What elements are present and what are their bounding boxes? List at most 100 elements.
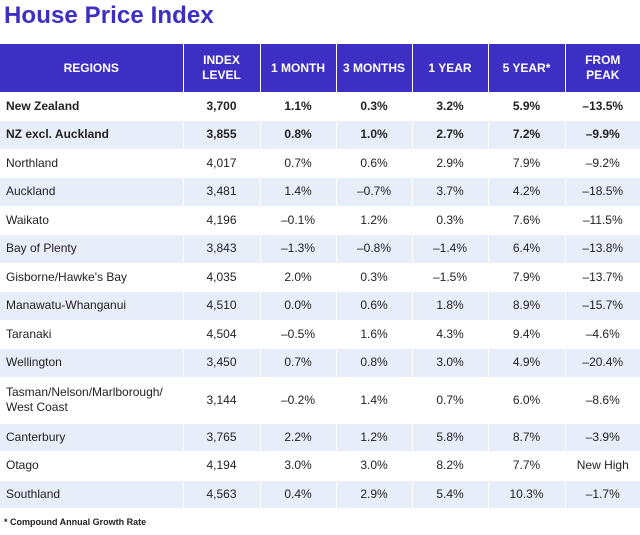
cell-region: Northland xyxy=(0,149,184,178)
cell-index-level: 4,017 xyxy=(183,149,261,178)
table-row: Tasman/Nelson/Marlborough/ West Coast 3,1… xyxy=(0,377,640,424)
table-row: NZ excl. Auckland 3,855 0.8% 1.0% 2.7% 7.2% –9… xyxy=(0,120,640,150)
cell-from-peak: –4.6% xyxy=(565,320,640,349)
cell-from-peak: –13.7% xyxy=(565,263,640,292)
cell-5-year: 7.7% xyxy=(488,451,566,481)
cell-3-months: 1.0% xyxy=(336,120,413,150)
page-title: House Price Index xyxy=(4,2,214,29)
cell-1-year: –1.5% xyxy=(412,263,489,292)
cell-1-month: 0.7% xyxy=(260,149,337,178)
cell-3-months: 3.0% xyxy=(336,451,413,481)
cell-index-level: 3,855 xyxy=(183,120,261,150)
cell-3-months: –0.8% xyxy=(336,234,413,264)
cell-region: Taranaki xyxy=(0,320,184,349)
cell-1-year: 3.2% xyxy=(412,92,489,121)
cell-3-months: 2.9% xyxy=(336,480,413,509)
cell-5-year: 4.9% xyxy=(488,348,566,378)
cell-5-year: 7.9% xyxy=(488,263,566,292)
cell-1-month: 0.0% xyxy=(260,291,337,321)
cell-1-month: 2.0% xyxy=(260,263,337,292)
cell-3-months: 1.6% xyxy=(336,320,413,349)
cell-region: New Zealand xyxy=(0,92,184,121)
header-1-month: 1 MONTH xyxy=(260,44,337,92)
table-row: Bay of Plenty 3,843 –1.3% –0.8% –1.4% 6.4% –13… xyxy=(0,234,640,264)
cell-1-month: –0.2% xyxy=(260,377,337,424)
cell-3-months: 1.2% xyxy=(336,206,413,235)
cell-1-month: 2.2% xyxy=(260,423,337,452)
cell-from-peak: –9.9% xyxy=(565,120,640,150)
cell-from-peak: –1.7% xyxy=(565,480,640,509)
cell-1-year: 1.8% xyxy=(412,291,489,321)
cell-from-peak: –13.8% xyxy=(565,234,640,264)
header-row: REGIONS INDEX LEVEL 1 MONTH 3 MONTHS 1 Y… xyxy=(0,44,640,92)
cell-1-month: 1.1% xyxy=(260,92,337,121)
cell-from-peak: –8.6% xyxy=(565,377,640,424)
table-row: Northland 4,017 0.7% 0.6% 2.9% 7.9% –9.2% xyxy=(0,149,640,178)
cell-5-year: 5.9% xyxy=(488,92,566,121)
table-row: Taranaki 4,504 –0.5% 1.6% 4.3% 9.4% –4.6% xyxy=(0,320,640,349)
header-from-peak: FROM PEAK xyxy=(565,44,640,92)
cell-1-year: 0.7% xyxy=(412,377,489,424)
cell-5-year: 4.2% xyxy=(488,177,566,207)
cell-region: Bay of Plenty xyxy=(0,234,184,264)
cell-from-peak: –11.5% xyxy=(565,206,640,235)
header-5-year: 5 YEAR* xyxy=(488,44,566,92)
house-price-table: REGIONS INDEX LEVEL 1 MONTH 3 MONTHS 1 Y… xyxy=(0,44,640,509)
cell-index-level: 4,196 xyxy=(183,206,261,235)
cell-5-year: 8.7% xyxy=(488,423,566,452)
cell-region: Southland xyxy=(0,480,184,509)
table-row: Auckland 3,481 1.4% –0.7% 3.7% 4.2% –18.5% xyxy=(0,177,640,207)
cell-index-level: 4,510 xyxy=(183,291,261,321)
table-row: Manawatu-Whanganui 4,510 0.0% 0.6% 1.8% 8.9% –… xyxy=(0,291,640,321)
cell-1-month: –0.1% xyxy=(260,206,337,235)
cell-region: Wellington xyxy=(0,348,184,378)
header-3-months: 3 MONTHS xyxy=(336,44,413,92)
cell-3-months: 0.3% xyxy=(336,92,413,121)
cell-index-level: 3,700 xyxy=(183,92,261,121)
table-row: New Zealand 3,700 1.1% 0.3% 3.2% 5.9% –13.5% xyxy=(0,92,640,121)
header-index-level: INDEX LEVEL xyxy=(183,44,261,92)
cell-region: Auckland xyxy=(0,177,184,207)
cell-1-month: 1.4% xyxy=(260,177,337,207)
cell-3-months: 0.6% xyxy=(336,291,413,321)
cell-index-level: 4,563 xyxy=(183,480,261,509)
cell-index-level: 3,144 xyxy=(183,377,261,424)
cell-1-month: 0.4% xyxy=(260,480,337,509)
cell-1-year: –1.4% xyxy=(412,234,489,264)
cell-index-level: 3,765 xyxy=(183,423,261,452)
cell-5-year: 6.4% xyxy=(488,234,566,264)
cell-1-year: 5.8% xyxy=(412,423,489,452)
cell-from-peak: –13.5% xyxy=(565,92,640,121)
cell-index-level: 4,504 xyxy=(183,320,261,349)
table-row: Waikato 4,196 –0.1% 1.2% 0.3% 7.6% –11.5% xyxy=(0,206,640,235)
cell-1-month: 3.0% xyxy=(260,451,337,481)
cell-5-year: 7.9% xyxy=(488,149,566,178)
cell-5-year: 10.3% xyxy=(488,480,566,509)
cell-region: Otago xyxy=(0,451,184,481)
cell-1-year: 5.4% xyxy=(412,480,489,509)
cell-5-year: 8.9% xyxy=(488,291,566,321)
cell-from-peak: –15.7% xyxy=(565,291,640,321)
cell-1-month: 0.7% xyxy=(260,348,337,378)
cell-3-months: 0.3% xyxy=(336,263,413,292)
cell-from-peak: –3.9% xyxy=(565,423,640,452)
table-row: Canterbury 3,765 2.2% 1.2% 5.8% 8.7% –3.9% xyxy=(0,423,640,452)
cell-from-peak: –20.4% xyxy=(565,348,640,378)
cell-1-year: 8.2% xyxy=(412,451,489,481)
cell-1-year: 2.7% xyxy=(412,120,489,150)
cell-region: Canterbury xyxy=(0,423,184,452)
cell-3-months: –0.7% xyxy=(336,177,413,207)
table-body: New Zealand 3,700 1.1% 0.3% 3.2% 5.9% –13.5% NZ… xyxy=(0,92,640,509)
cell-1-year: 3.0% xyxy=(412,348,489,378)
cell-region: NZ excl. Auckland xyxy=(0,120,184,150)
cell-region: Tasman/Nelson/Marlborough/ West Coast xyxy=(0,377,184,424)
cell-region: Waikato xyxy=(0,206,184,235)
header-regions: REGIONS xyxy=(0,44,184,92)
cell-from-peak: New High xyxy=(565,451,640,481)
table-row: Southland 4,563 0.4% 2.9% 5.4% 10.3% –1.7% xyxy=(0,480,640,509)
cell-1-month: –0.5% xyxy=(260,320,337,349)
cell-1-year: 4.3% xyxy=(412,320,489,349)
cell-region: Gisborne/Hawke's Bay xyxy=(0,263,184,292)
cell-3-months: 0.6% xyxy=(336,149,413,178)
cell-index-level: 3,450 xyxy=(183,348,261,378)
